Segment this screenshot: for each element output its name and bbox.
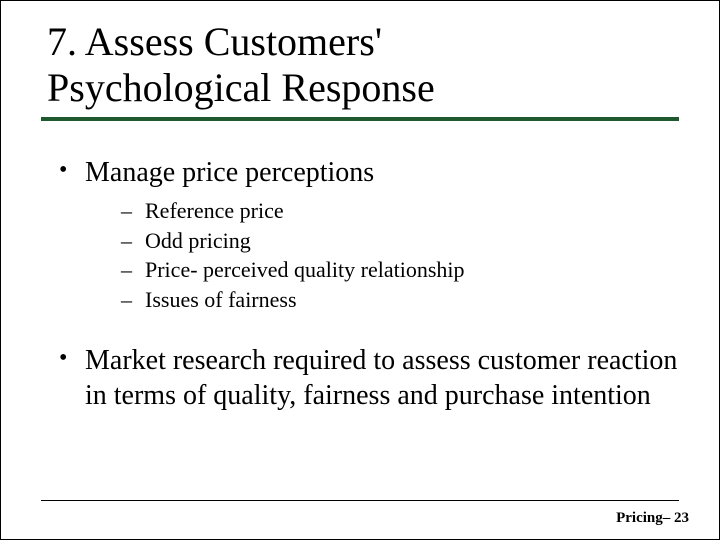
title-line-2: Psychological Response xyxy=(47,65,435,110)
bullet-list: Manage price perceptions Reference price… xyxy=(41,155,679,413)
sub-item: Reference price xyxy=(121,196,679,226)
slide-title: 7. Assess Customers' Psychological Respo… xyxy=(41,19,679,111)
sub-text: Price- perceived quality relationship xyxy=(145,257,465,282)
sub-text: Issues of fairness xyxy=(145,287,297,312)
sub-list: Reference price Odd pricing Price- perce… xyxy=(85,196,679,315)
footer-label: Pricing– 23 xyxy=(616,510,689,527)
bullet-item: Manage price perceptions Reference price… xyxy=(59,155,679,315)
slide: 7. Assess Customers' Psychological Respo… xyxy=(1,1,719,539)
sub-text: Odd pricing xyxy=(145,228,251,253)
bullet-text: Manage price perceptions xyxy=(85,157,374,188)
sub-item: Price- perceived quality relationship xyxy=(121,255,679,285)
sub-item: Odd pricing xyxy=(121,226,679,256)
title-underline xyxy=(41,117,679,121)
bullet-item: Market research required to assess custo… xyxy=(59,343,679,413)
sub-item: Issues of fairness xyxy=(121,285,679,315)
footer-rule xyxy=(41,500,679,501)
title-line-1: 7. Assess Customers' xyxy=(47,19,382,64)
sub-text: Reference price xyxy=(145,198,284,223)
bullet-text: Market research required to assess custo… xyxy=(85,345,677,411)
